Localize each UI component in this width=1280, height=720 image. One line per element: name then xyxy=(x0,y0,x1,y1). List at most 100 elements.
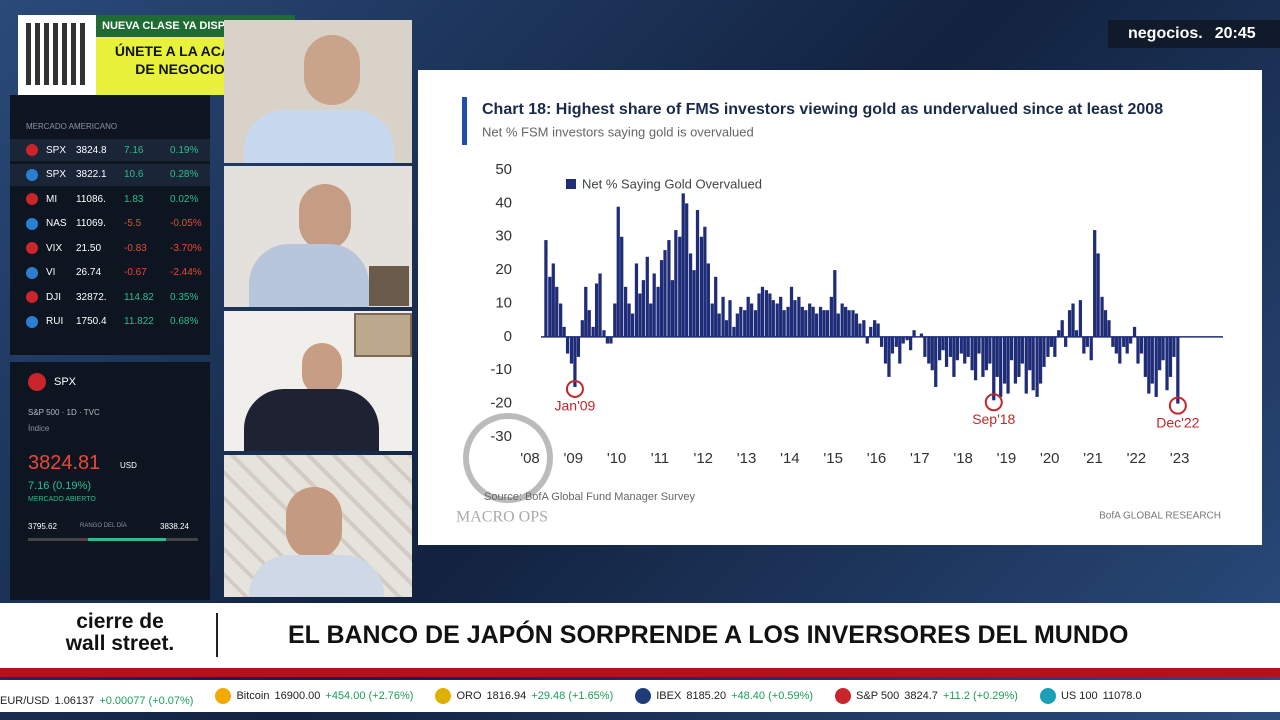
watch-cell: MI xyxy=(46,193,58,205)
watch-cell: VIX xyxy=(46,242,63,254)
watch-cell: 7.16 xyxy=(124,144,144,156)
bar xyxy=(1093,230,1097,337)
bar xyxy=(948,336,953,357)
bar xyxy=(955,336,960,361)
watch-cell: -0.83 xyxy=(124,242,147,254)
bar xyxy=(1122,336,1126,347)
bar xyxy=(808,303,812,337)
ticker-change: +0.00077 (+0.07%) xyxy=(99,695,194,707)
show-name: cierre de xyxy=(76,610,164,633)
bar xyxy=(1172,336,1176,357)
watch-row: DJI 32872. 114.82 0.35% xyxy=(10,286,210,308)
bar xyxy=(1057,330,1061,337)
bar xyxy=(844,306,848,337)
bar xyxy=(1071,303,1075,337)
ticker-item: Bitcoin 16900.00 +454.00 (+2.76%) xyxy=(215,680,413,712)
watch-cell: 1750.4 xyxy=(76,316,107,327)
ticker-name: S&P 500 xyxy=(856,690,900,702)
bar xyxy=(1042,336,1046,367)
ticker-icon xyxy=(635,688,652,704)
bar xyxy=(1017,336,1021,377)
bar xyxy=(743,310,747,337)
ticker-icon xyxy=(215,688,232,704)
bar xyxy=(1176,336,1180,404)
ticker-name: EUR/USD xyxy=(0,695,50,707)
symbol-icon xyxy=(26,266,38,279)
bar xyxy=(746,296,750,337)
bar xyxy=(551,263,555,337)
watch-cell: 0.28% xyxy=(170,169,199,180)
x-tick-label: '08 xyxy=(520,450,540,467)
watch-row: SPX 3824.8 7.16 0.19% xyxy=(10,139,210,161)
watch-cell: -3.70% xyxy=(170,242,202,254)
ticker-item: S&P 500 3824.7 +11.2 (+0.29%) xyxy=(835,680,1018,712)
bar xyxy=(1118,336,1122,364)
bar xyxy=(912,330,916,337)
ticker-change: +29.48 (+1.65%) xyxy=(531,690,614,702)
watch-cell: NAS xyxy=(46,218,67,229)
range-label: RANGO DEL DÍA xyxy=(80,523,127,529)
bar xyxy=(1067,310,1072,337)
y-tick-label: -10 xyxy=(490,361,512,378)
x-tick-label: '17 xyxy=(910,450,930,467)
bar xyxy=(1074,330,1079,337)
bar xyxy=(1103,310,1108,337)
watch-cell: -0.05% xyxy=(170,218,202,229)
bar xyxy=(1165,336,1169,391)
ticker-change: +11.2 (+0.29%) xyxy=(942,690,1018,702)
bar xyxy=(944,336,949,367)
x-tick-label: '15 xyxy=(823,450,843,467)
bar xyxy=(753,310,758,337)
ticker-item: EUR/USD 1.06137 +0.00077 (+0.07%) xyxy=(0,685,193,712)
bar xyxy=(674,230,678,337)
bar xyxy=(779,296,783,337)
watch-cell: -0.67 xyxy=(124,267,147,278)
video-tile xyxy=(224,311,412,451)
annotation-label: Sep'18 xyxy=(972,411,1015,427)
ticker-price: 1.06137 xyxy=(54,695,95,707)
bar xyxy=(1064,336,1068,347)
bar xyxy=(685,203,689,337)
bar xyxy=(898,336,902,364)
ticker-name: Bitcoin xyxy=(236,690,270,702)
bar xyxy=(659,260,664,337)
bar xyxy=(1150,336,1154,384)
watch-cell: 0.68% xyxy=(170,316,199,327)
annotation-marker xyxy=(1168,396,1187,415)
x-tick-label: '18 xyxy=(953,450,973,467)
bar xyxy=(811,306,815,337)
bar xyxy=(973,336,978,381)
bar xyxy=(695,210,700,337)
bar xyxy=(728,300,732,337)
bar xyxy=(822,310,826,337)
ticker-price: 11078.0 xyxy=(1102,690,1142,702)
watch-cell: 114.82 xyxy=(124,291,154,303)
bar xyxy=(587,310,591,337)
ticker-item: ORO 1816.94 +29.48 (+1.65%) xyxy=(435,680,613,712)
bar xyxy=(703,226,707,337)
chart-subtitle: Net % FSM investors saying gold is overv… xyxy=(482,124,754,139)
bar xyxy=(1024,336,1028,394)
bar xyxy=(977,336,981,354)
bar xyxy=(1154,336,1158,397)
bar xyxy=(873,320,877,337)
bar xyxy=(724,320,729,337)
ticker-name: ORO xyxy=(456,690,482,702)
chart-credit: BofA GLOBAL RESEARCH xyxy=(1099,511,1221,522)
bar xyxy=(1020,336,1024,364)
bar xyxy=(793,300,797,337)
bar xyxy=(1158,336,1162,371)
watch-row: RUI 1750.4 11.822 0.68% xyxy=(10,311,210,333)
bar xyxy=(638,293,642,337)
watch-cell: 3824.8 xyxy=(76,144,107,156)
quote-price: 3824.81 xyxy=(28,452,101,474)
ticker-price: 1816.94 xyxy=(486,690,527,702)
bar xyxy=(714,276,718,337)
bar xyxy=(1089,336,1093,361)
bar xyxy=(569,336,574,364)
video-tile xyxy=(224,166,412,307)
ticker-item: US 100 11078.0 xyxy=(1039,680,1147,712)
watch-row: VI 26.74 -0.67 -2.44% xyxy=(10,262,210,284)
bar xyxy=(919,333,924,337)
bar xyxy=(555,286,559,337)
